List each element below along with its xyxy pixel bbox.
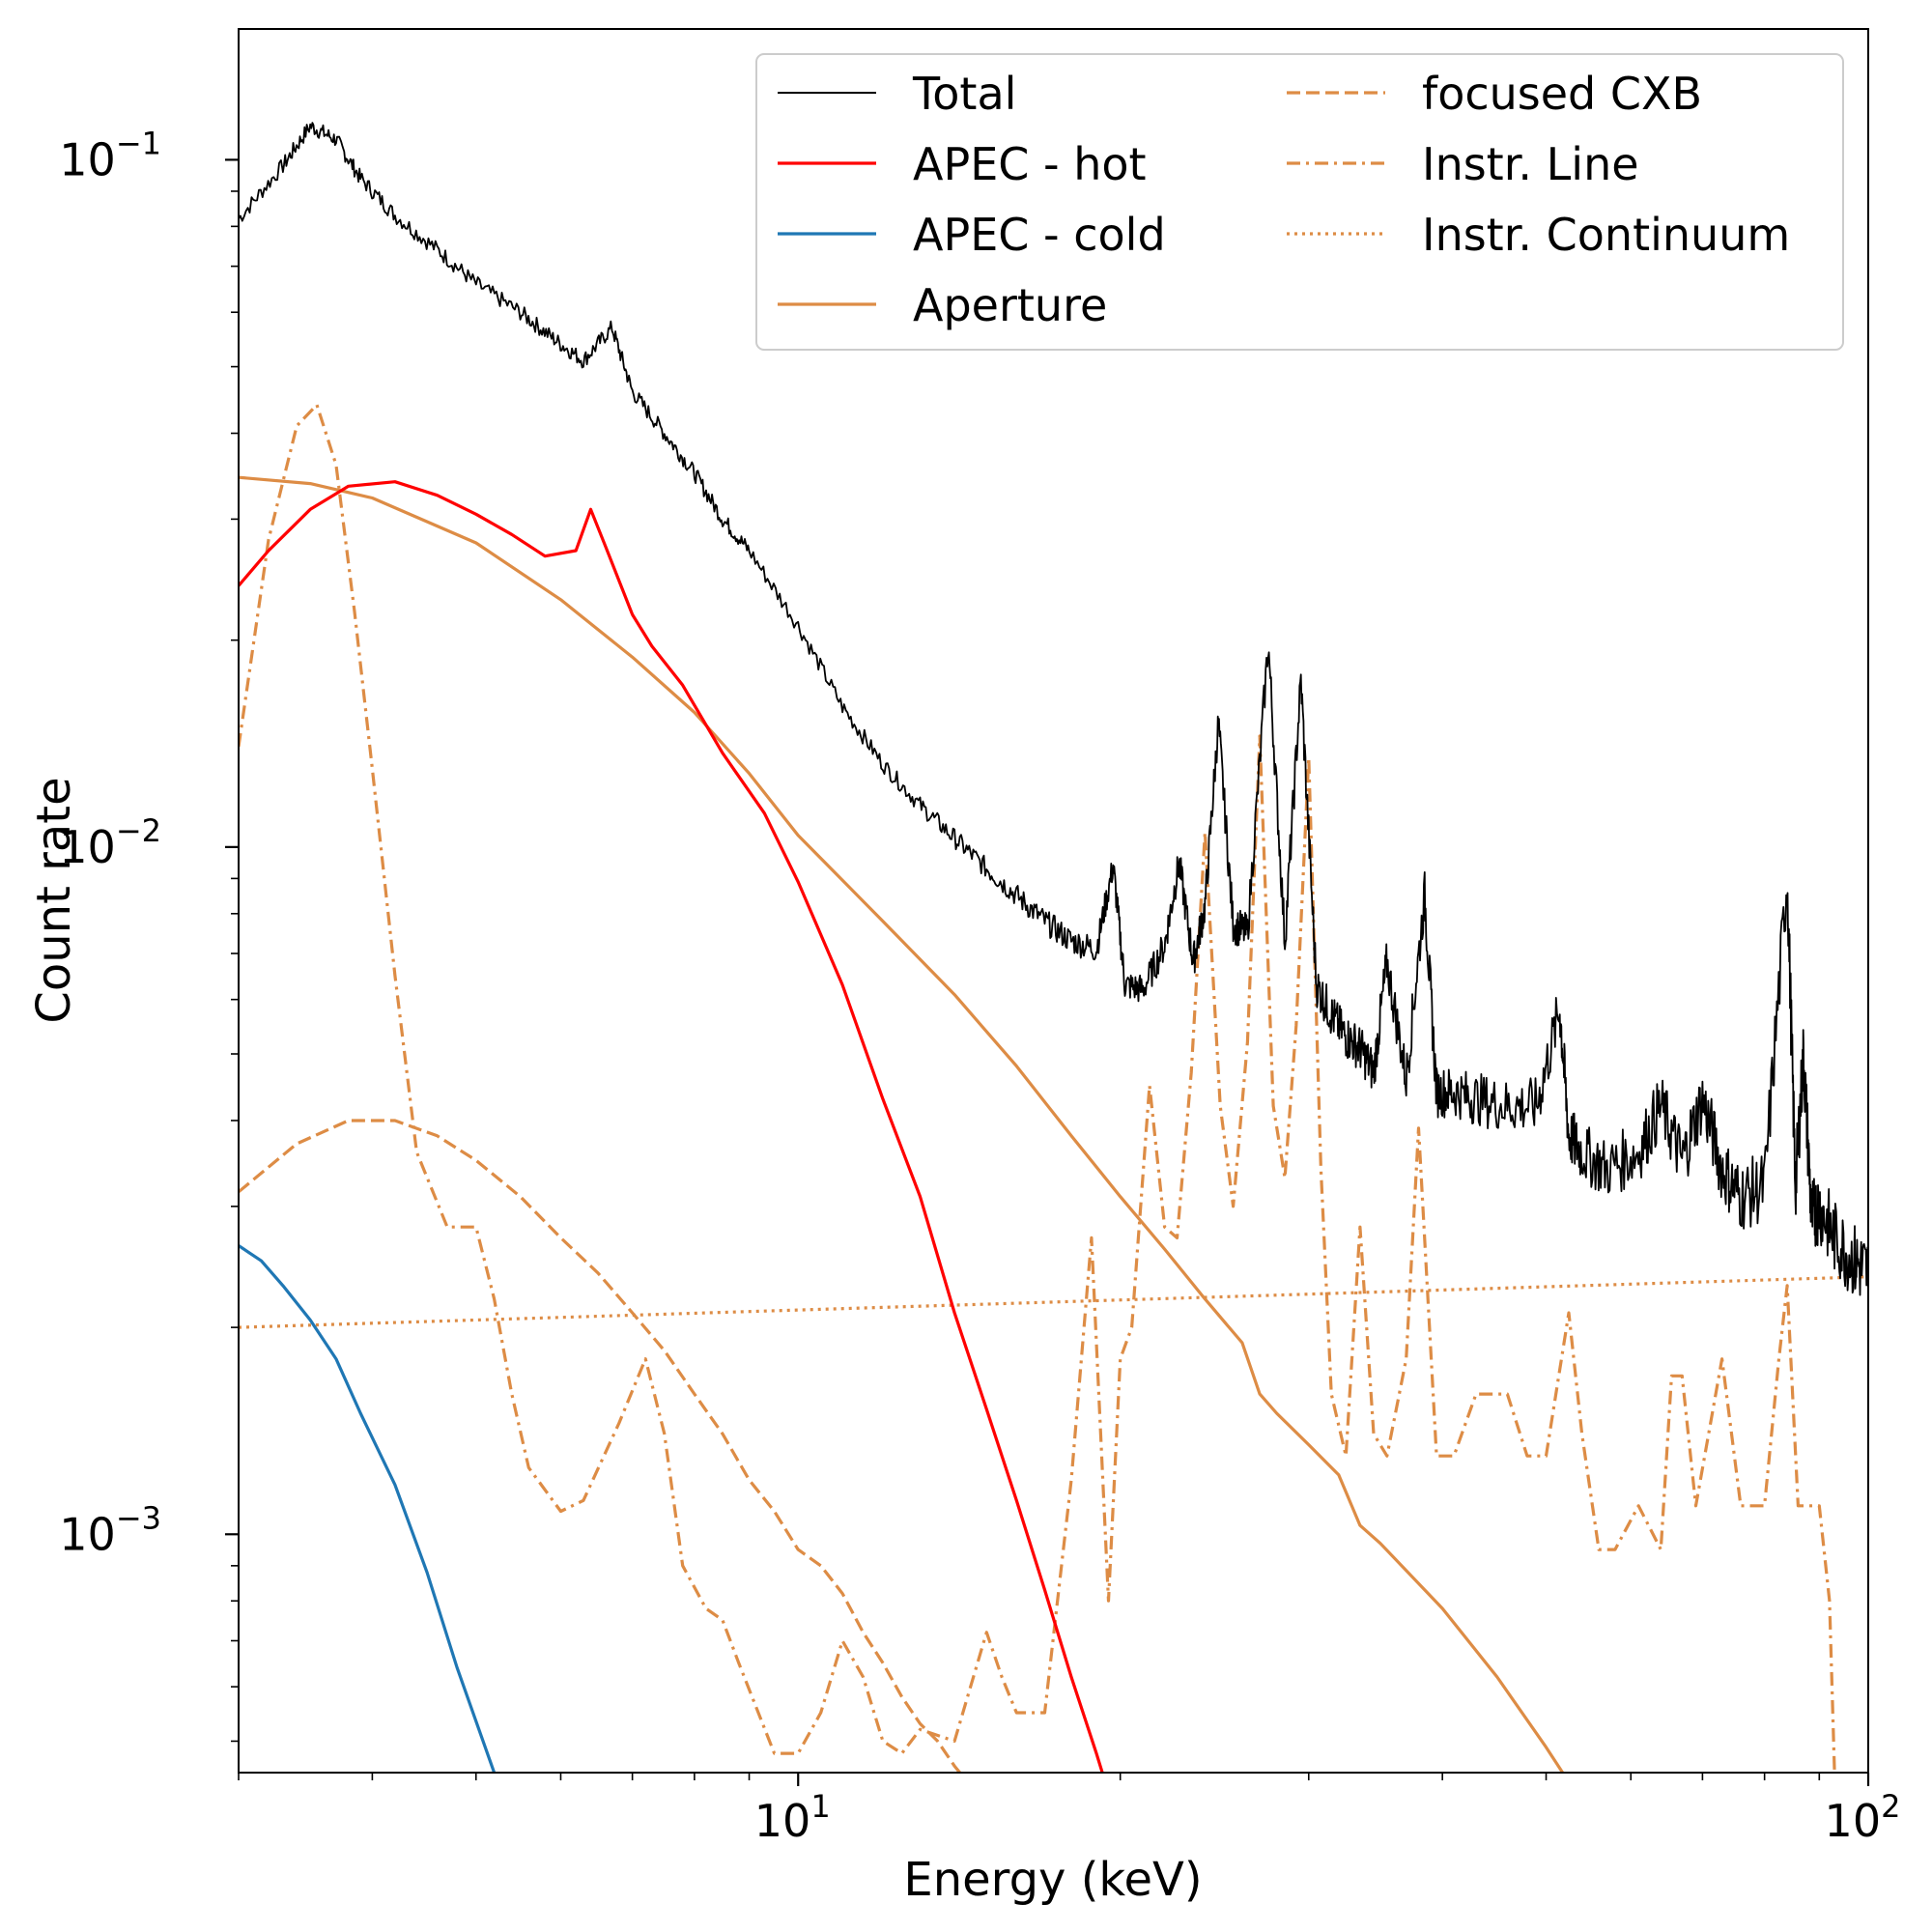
legend-label-total: Total (912, 68, 1016, 120)
y-axis: 10−3 10−2 10−1 (59, 125, 239, 1743)
x-tick-label: 101 (754, 1788, 831, 1847)
legend-frame (755, 53, 1844, 351)
plot-frame (238, 28, 1869, 1774)
legend: Total APEC - hot APEC - cold Aperture focuse… (755, 53, 1844, 351)
legend-label-apec-cold: APEC - cold (913, 209, 1166, 261)
x-axis: 101 102 (238, 1773, 1901, 1847)
series-line-total (239, 122, 1868, 1296)
legend-label-instr-line: Instr. Line (1422, 138, 1639, 190)
series-line-instr-line (239, 403, 1836, 1773)
series-line-instr-continuum (239, 1275, 1868, 1329)
y-tick-label: 10−2 (59, 812, 161, 873)
x-tick-label: 102 (1825, 1788, 1901, 1847)
series-line-aperture (239, 475, 1565, 1773)
y-tick-label: 10−1 (59, 125, 161, 185)
series-line-apec-cold (239, 1244, 497, 1773)
series-line-apec-hot (239, 480, 1104, 1773)
legend-label-instr-continuum: Instr. Continuum (1422, 209, 1790, 261)
series-line-focused-cxb (239, 1119, 962, 1773)
legend-label-aperture: Aperture (913, 279, 1107, 331)
y-tick-label: 10−3 (59, 1499, 161, 1560)
x-axis-label: Energy (keV) (903, 1853, 1202, 1907)
legend-label-apec-hot: APEC - hot (913, 138, 1147, 190)
legend-label-focused-cxb: focused CXB (1422, 68, 1702, 120)
y-axis-label: Count rate (27, 777, 81, 1023)
series-layer (239, 122, 1868, 1773)
